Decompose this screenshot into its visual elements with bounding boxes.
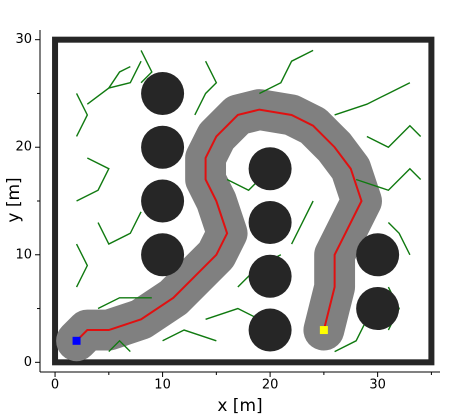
obstacle [141, 71, 185, 115]
obstacle [141, 125, 185, 169]
tree-branch [387, 222, 411, 256]
tree-branch [108, 65, 131, 89]
tree-branch [75, 93, 89, 137]
obstacle [356, 233, 400, 277]
obstacle [248, 201, 292, 245]
obstacle [248, 254, 292, 298]
tree-branch [76, 157, 110, 202]
boundary [52, 36, 435, 366]
x-tick-label: 20 [262, 378, 279, 393]
tree-branch [194, 60, 218, 116]
obstacle [141, 233, 185, 277]
x-tick-label: 10 [154, 378, 171, 393]
y-tick-label: 30 [15, 32, 32, 47]
obstacle [248, 147, 292, 191]
tree-branch [97, 297, 152, 310]
x-tick-label: 30 [369, 378, 386, 393]
tree-branch [334, 318, 368, 353]
tree-branch [75, 243, 89, 288]
tree-branch [355, 167, 422, 192]
tree-branch [334, 82, 411, 116]
tree-branch [108, 339, 131, 353]
obstacle [356, 287, 400, 331]
tree-branch [205, 307, 260, 320]
tree-branch [290, 200, 314, 245]
y-tick-label: 10 [15, 247, 32, 262]
x-axis-label: x [m] [217, 396, 262, 416]
y-tick-label: 20 [15, 140, 32, 155]
tree-branch [86, 60, 142, 105]
tree-branch [140, 50, 153, 84]
y-tick-label: 0 [24, 355, 32, 370]
path-corridor [56, 89, 382, 362]
tree-branch [366, 124, 422, 149]
obstacle [141, 179, 185, 223]
obstacle [248, 308, 292, 352]
y-axis-label: y [m] [4, 177, 24, 222]
goal-marker [319, 326, 328, 335]
tree-branch [97, 211, 142, 245]
tree-branch [259, 49, 314, 95]
start-marker [72, 336, 81, 345]
x-tick-label: 0 [51, 378, 59, 393]
tree-branch [162, 329, 217, 342]
planned-path [75, 108, 363, 342]
